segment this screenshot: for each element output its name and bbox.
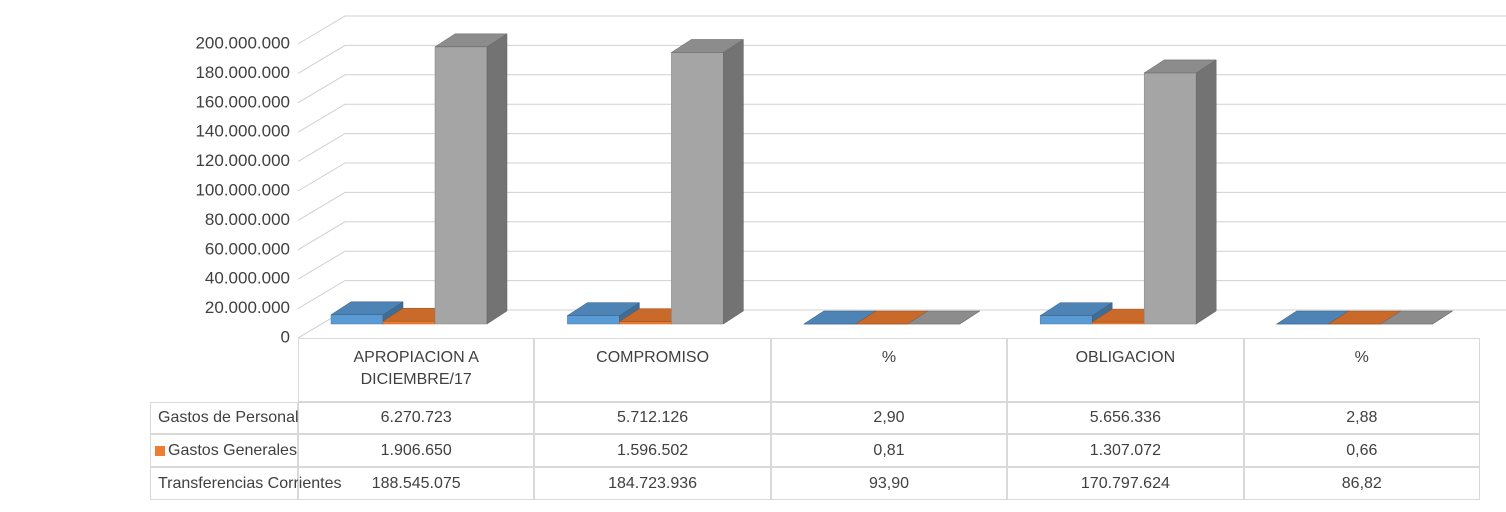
- data-label: 93,90: [770, 467, 1008, 500]
- bar-top: [1143, 59, 1218, 74]
- bar-side: [1195, 59, 1217, 325]
- bar: [906, 310, 981, 325]
- legend-entry: Gastos de Personal: [150, 402, 299, 434]
- legend-label: Transferencias Corrientes: [158, 474, 342, 492]
- y-tick-label: 120.000.000: [195, 151, 290, 170]
- y-tick-label: 180.000.000: [195, 63, 290, 82]
- legend-swatch: [155, 445, 165, 456]
- data-label: 1.906.650: [298, 434, 535, 467]
- y-tick-label: 60.000.000: [205, 239, 290, 258]
- bar-top: [670, 39, 745, 53]
- grid-line: [297, 162, 1506, 192]
- grid-line: [297, 250, 1506, 280]
- data-label: 5.656.336: [1007, 402, 1244, 434]
- bar-side: [486, 33, 508, 325]
- legend-label: Gastos Generales: [168, 441, 297, 459]
- grid-line: [297, 221, 1506, 251]
- y-tick-label: 80.000.000: [205, 210, 290, 229]
- bar: [1379, 310, 1454, 325]
- bar-front: [330, 314, 384, 325]
- bar-front: [671, 52, 724, 325]
- y-tick-label: 100.000.000: [195, 180, 290, 199]
- data-label: 6.270.723: [298, 402, 535, 434]
- y-tick-label: 160.000.000: [195, 92, 290, 111]
- y-tick-label: 20.000.000: [205, 298, 290, 317]
- grid-line: [297, 191, 1506, 221]
- category-label: APROPIACION A DICIEMBRE/17: [298, 338, 535, 402]
- y-tick-label: 0: [281, 327, 290, 346]
- grid-line: [297, 74, 1506, 104]
- bar: [670, 38, 745, 325]
- grid-line: [297, 280, 1506, 310]
- bar-front: [434, 46, 488, 325]
- y-tick-label: 40.000.000: [205, 269, 290, 288]
- data-label: 188.545.075: [298, 467, 535, 500]
- bar-top: [330, 301, 404, 316]
- legend-entry: Transferencias Corrientes: [150, 467, 341, 500]
- bar-front: [1091, 321, 1145, 325]
- data-label: 2,88: [1243, 402, 1480, 434]
- bar-front: [1039, 315, 1093, 325]
- bar-top: [1039, 302, 1114, 316]
- legend-entry: Gastos Generales: [150, 434, 298, 467]
- category-label: %: [770, 338, 1008, 402]
- data-label: 0,81: [770, 434, 1008, 467]
- data-label: 1.596.502: [534, 434, 771, 467]
- grid-line: [297, 15, 1506, 45]
- data-label: 86,82: [1243, 467, 1480, 500]
- bar-side: [723, 38, 744, 325]
- legend-label: Gastos de Personal: [158, 409, 299, 426]
- grid-line: [297, 103, 1506, 133]
- grid-line: [297, 133, 1506, 163]
- y-tick-label: 200.000.000: [195, 33, 290, 52]
- bar-top: [906, 310, 981, 325]
- category-label: COMPROMISO: [534, 338, 771, 402]
- bar-front: [1143, 72, 1197, 325]
- data-label: 170.797.624: [1007, 467, 1244, 500]
- y-tick-label: 140.000.000: [195, 122, 290, 141]
- bar-top: [1379, 310, 1454, 325]
- bar-front: [567, 315, 620, 325]
- bar: [1143, 59, 1218, 325]
- data-label: 1.307.072: [1007, 434, 1244, 467]
- grid-line: [297, 44, 1506, 74]
- category-label: OBLIGACION: [1007, 338, 1244, 402]
- data-label: 2,90: [770, 402, 1008, 434]
- bar: [434, 33, 508, 325]
- bar-top: [566, 302, 641, 316]
- category-label: %: [1243, 338, 1480, 402]
- bar-front: [619, 321, 672, 325]
- bar-top: [434, 33, 508, 48]
- data-label: 0,66: [1243, 434, 1480, 467]
- data-label: 5.712.126: [534, 402, 771, 434]
- data-label: 184.723.936: [534, 467, 771, 500]
- bar-front: [382, 320, 436, 325]
